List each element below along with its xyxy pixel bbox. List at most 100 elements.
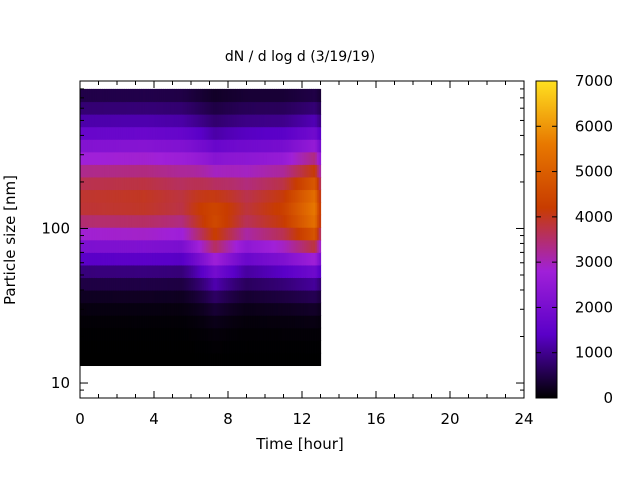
heat-cell — [159, 139, 162, 153]
heat-cell — [211, 277, 214, 291]
heat-cell — [303, 139, 307, 153]
heat-cell — [104, 290, 107, 304]
heat-cell — [194, 214, 198, 228]
heat-cell — [107, 239, 111, 253]
heat-cell — [263, 302, 266, 316]
heat-cell — [94, 352, 98, 367]
heat-cell — [248, 164, 251, 178]
heat-cell — [91, 202, 94, 216]
heat-cell — [89, 151, 92, 165]
heat-cell — [94, 227, 98, 241]
heat-cell — [296, 101, 299, 115]
heat-cell — [161, 126, 164, 140]
heat-cell — [220, 302, 224, 316]
heat-cell — [298, 252, 301, 266]
heat-cell — [189, 340, 192, 354]
heat-cell — [266, 214, 270, 228]
heat-cell — [163, 327, 166, 341]
heat-cell — [196, 252, 199, 266]
heat-cell — [255, 176, 259, 191]
heat-cell — [207, 176, 211, 191]
heat-cell — [215, 277, 218, 291]
heat-cell — [309, 327, 312, 341]
heat-cell — [198, 239, 201, 253]
heat-cell — [154, 101, 157, 115]
heat-cell — [242, 340, 246, 354]
heat-cell — [155, 88, 159, 103]
heat-cell — [80, 239, 83, 253]
heat-cell — [137, 252, 140, 266]
heat-cell — [231, 352, 235, 367]
heat-cell — [104, 214, 107, 228]
x-axis-label: Time [hour] — [255, 435, 344, 453]
heat-cell — [220, 176, 224, 191]
heat-cell — [198, 202, 201, 216]
heat-cell — [115, 126, 118, 140]
heat-cell — [159, 227, 162, 241]
heat-cell — [283, 202, 286, 216]
heat-cell — [139, 227, 142, 241]
heat-cell — [94, 151, 98, 165]
heat-cell — [272, 239, 275, 253]
heat-cell — [318, 340, 322, 354]
heat-cell — [318, 164, 322, 178]
heat-cell — [287, 264, 290, 279]
heat-cell — [96, 252, 100, 266]
heat-cell — [161, 315, 164, 329]
heat-cell — [115, 101, 118, 115]
heat-cell — [135, 126, 138, 140]
heat-cell — [163, 227, 166, 241]
heat-cell — [261, 126, 264, 140]
heat-cell — [229, 352, 233, 367]
heat-cell — [268, 290, 272, 304]
heat-cell — [287, 327, 290, 341]
heat-cell — [107, 227, 111, 241]
heat-cell — [318, 126, 322, 140]
heat-cell — [85, 176, 88, 191]
heat-cell — [211, 126, 214, 140]
heat-cell — [189, 264, 192, 279]
heat-cell — [277, 352, 281, 367]
heat-cell — [80, 214, 83, 228]
heat-cell — [159, 176, 162, 191]
heat-cell — [300, 340, 303, 354]
heat-cell — [174, 202, 177, 216]
heat-cell — [174, 101, 177, 115]
heat-cell — [303, 202, 307, 216]
heat-cell — [296, 340, 299, 354]
heat-cell — [155, 340, 159, 354]
heat-cell — [141, 151, 144, 165]
heat-cell — [228, 290, 231, 304]
heat-cell — [300, 189, 303, 203]
heat-cell — [185, 151, 188, 165]
heat-cell — [146, 290, 150, 304]
heat-cell — [279, 277, 283, 291]
heat-cell — [309, 264, 312, 279]
heat-cell — [98, 101, 101, 115]
heat-cell — [179, 126, 183, 140]
heat-cell — [191, 252, 194, 266]
heat-cell — [109, 227, 113, 241]
heat-cell — [194, 189, 198, 203]
heat-cell — [155, 264, 159, 279]
heat-cell — [309, 290, 312, 304]
heat-cell — [233, 252, 236, 266]
heat-cell — [209, 88, 212, 103]
heat-cell — [231, 315, 235, 329]
heat-cell — [211, 101, 214, 115]
heat-cell — [131, 315, 135, 329]
heat-cell — [209, 352, 212, 367]
heat-cell — [87, 315, 90, 329]
heat-cell — [303, 151, 307, 165]
heat-cell — [300, 202, 303, 216]
heat-cell — [91, 151, 94, 165]
heat-cell — [181, 227, 185, 241]
heat-cell — [198, 327, 201, 341]
heat-cell — [141, 239, 144, 253]
heat-cell — [179, 139, 183, 153]
heat-cell — [172, 277, 175, 291]
heat-cell — [152, 290, 155, 304]
heat-cell — [318, 214, 322, 228]
heat-cell — [305, 88, 309, 103]
heat-cell — [152, 139, 155, 153]
